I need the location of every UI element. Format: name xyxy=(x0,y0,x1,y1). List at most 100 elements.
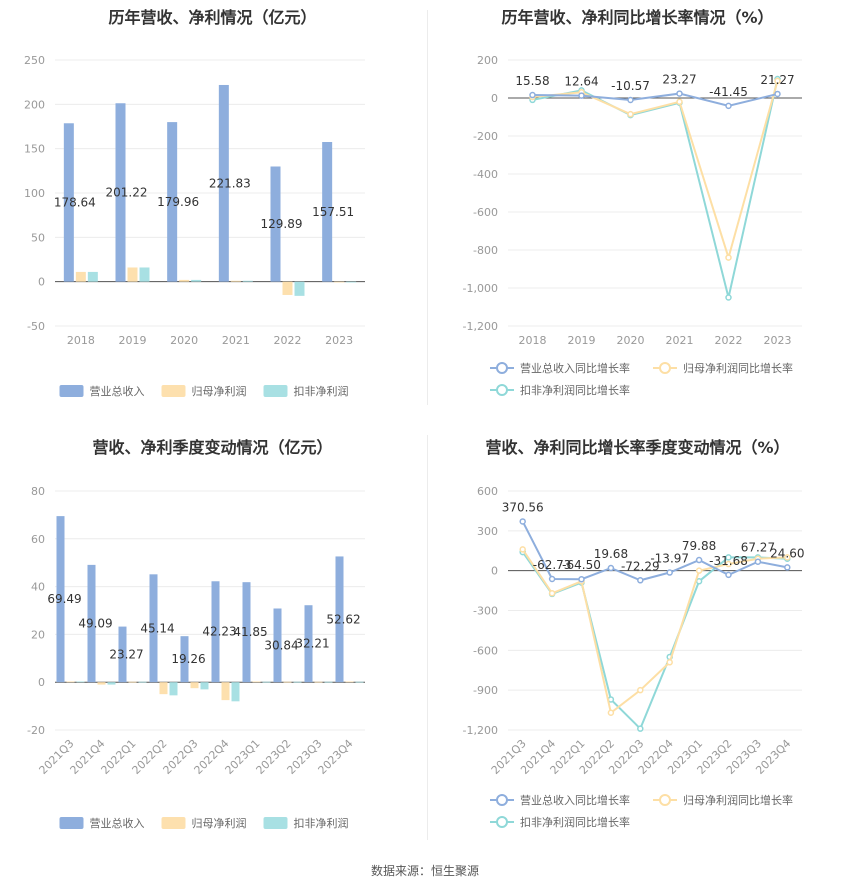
bar xyxy=(179,280,189,282)
chart-svg: -200204060802021Q32021Q42022Q12022Q22022… xyxy=(0,430,425,870)
y-tick-label: -1,200 xyxy=(463,320,498,333)
legend-marker xyxy=(497,795,507,805)
y-tick-label: -50 xyxy=(27,320,45,333)
y-tick-label: 250 xyxy=(24,54,45,67)
bar xyxy=(284,682,292,683)
x-tick-label: 2021 xyxy=(666,334,694,347)
data-label: 30.84 xyxy=(264,638,298,652)
bar xyxy=(170,682,178,695)
bar xyxy=(128,267,138,281)
chart-svg: -500501001502002502018 2019 2020 2021 2022 20… xyxy=(0,0,425,440)
legend-swatch xyxy=(162,817,186,829)
legend-swatch xyxy=(60,385,84,397)
data-point xyxy=(697,568,702,573)
data-label: 12.64 xyxy=(564,75,598,89)
x-tick-label: 2020 xyxy=(617,334,645,347)
data-point xyxy=(579,577,584,582)
data-point xyxy=(638,688,643,693)
data-point xyxy=(628,112,633,117)
bar xyxy=(88,272,98,282)
data-label: 32.21 xyxy=(295,637,329,651)
y-tick-label: -900 xyxy=(473,684,498,697)
data-label: 52.62 xyxy=(326,612,360,626)
data-point xyxy=(697,579,702,584)
bar xyxy=(140,267,150,281)
data-label: 157.51 xyxy=(312,205,354,219)
legend-label: 归母净利润 xyxy=(192,816,247,830)
legend-label: 归母净利润同比增长率 xyxy=(683,793,793,807)
legend-label: 扣非净利润同比增长率 xyxy=(520,383,630,397)
y-tick-label: -300 xyxy=(473,605,498,618)
data-label: 41.85 xyxy=(233,625,267,639)
data-label: 179.96 xyxy=(157,195,199,209)
chart-annual-amounts: 历年营收、净利情况（亿元） -50 0 50 100 150 200 250 2018 2019… xyxy=(0,0,425,440)
x-tick-label: 2019 xyxy=(568,334,596,347)
data-label: -10.57 xyxy=(611,79,650,93)
bar xyxy=(253,681,261,682)
data-point xyxy=(667,570,672,575)
bar xyxy=(325,682,333,683)
x-tick-label: 2019 xyxy=(119,334,147,347)
legend-label: 扣非净利润同比增长率 xyxy=(520,815,630,829)
data-label: 79.88 xyxy=(682,539,716,553)
data-point xyxy=(638,726,643,731)
data-point xyxy=(520,547,525,552)
y-tick-label: 20 xyxy=(31,628,45,641)
chart-annual-growth: 历年营收、净利同比增长率情况（%） -1,200 -1,000 -800 -600 -4… xyxy=(425,0,850,440)
bar xyxy=(295,282,305,296)
series-line xyxy=(533,81,778,258)
y-tick-label: -600 xyxy=(473,206,498,219)
bar xyxy=(232,682,240,701)
y-tick-label: 200 xyxy=(24,98,45,111)
data-point xyxy=(755,559,760,564)
series-line xyxy=(533,79,778,298)
y-tick-label: -800 xyxy=(473,244,498,257)
y-tick-label: -600 xyxy=(473,644,498,657)
data-label: 49.09 xyxy=(78,617,112,631)
x-tick-label: 2023Q4 xyxy=(316,737,356,777)
data-point xyxy=(638,578,643,583)
x-tick-label: 2023 xyxy=(764,334,792,347)
data-point xyxy=(667,660,672,665)
data-label: -41.45 xyxy=(709,85,748,99)
data-label: 23.27 xyxy=(109,647,143,661)
bar xyxy=(77,681,85,682)
data-point xyxy=(677,99,682,104)
data-label: 45.14 xyxy=(140,621,174,635)
legend-label: 扣非净利润 xyxy=(294,384,349,398)
data-source: 数据来源：恒生聚源 xyxy=(0,862,850,879)
bar xyxy=(283,282,293,295)
y-tick-label: 60 xyxy=(31,533,45,546)
data-point xyxy=(579,93,584,98)
y-tick-label: -200 xyxy=(473,130,498,143)
data-label: -13.97 xyxy=(650,552,689,566)
bar xyxy=(67,681,75,682)
data-label: 23.27 xyxy=(662,73,696,87)
legend-label: 营业总收入同比增长率 xyxy=(520,361,630,375)
x-tick-label: 2020 xyxy=(170,334,198,347)
chart-quarterly-growth: 营收、净利同比增长率季度变动情况（%） -1,200 -900 -600 -300 0 3… xyxy=(425,430,850,870)
legend-swatch xyxy=(264,817,288,829)
data-label: 42.23 xyxy=(202,625,236,639)
data-point xyxy=(677,91,682,96)
data-point xyxy=(726,255,731,260)
y-tick-label: 80 xyxy=(31,485,45,498)
data-point xyxy=(550,591,555,596)
x-tick-label: 2018 xyxy=(67,334,95,347)
bar xyxy=(160,682,168,694)
data-point xyxy=(785,565,790,570)
legend-label: 营业总收入 xyxy=(90,816,145,830)
legend-marker xyxy=(660,363,670,373)
x-tick-label: 2021 xyxy=(222,334,250,347)
bar xyxy=(231,281,241,282)
bar xyxy=(315,682,323,683)
legend-swatch xyxy=(264,385,288,397)
data-label: 19.26 xyxy=(171,652,205,666)
y-tick-label: -1,200 xyxy=(463,724,498,737)
chart-svg: -1,200-900-600-30003006002021Q32021Q4202… xyxy=(425,430,850,870)
y-tick-label: 0 xyxy=(38,676,45,689)
y-tick-label: -1,000 xyxy=(463,282,498,295)
bar xyxy=(294,682,302,683)
bar xyxy=(243,281,253,282)
x-tick-label: 2022 xyxy=(715,334,743,347)
